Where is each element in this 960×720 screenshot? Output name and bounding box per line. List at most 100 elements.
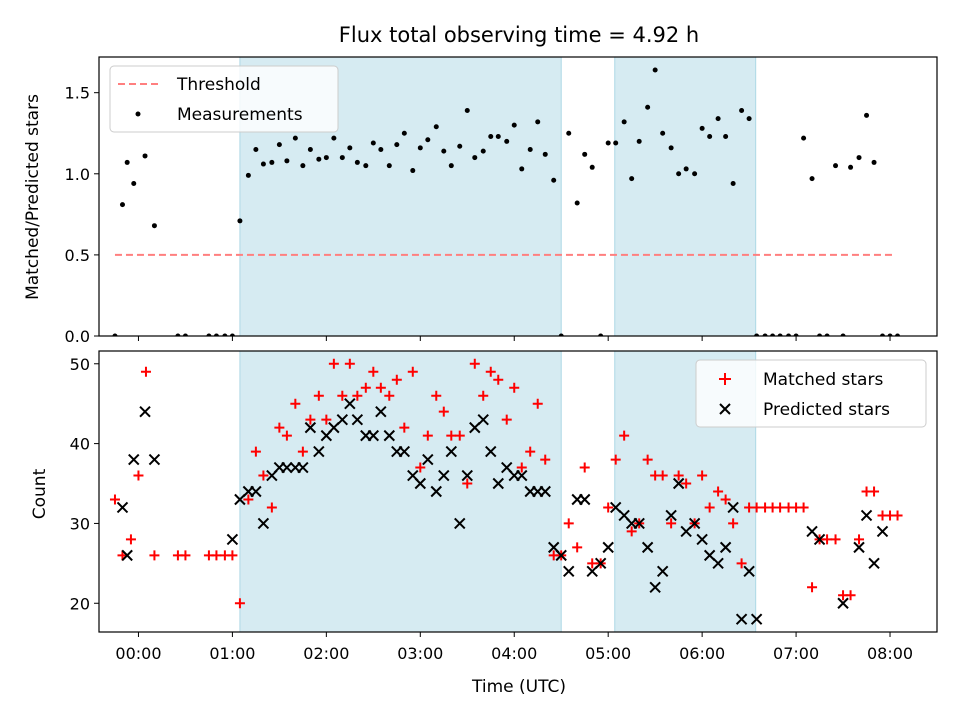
matched-stars-point xyxy=(516,462,527,473)
measurements-point xyxy=(645,104,651,110)
predicted-stars-point xyxy=(555,549,567,562)
x-tick-label: 07:00 xyxy=(773,644,819,663)
measurements-point xyxy=(542,151,548,157)
matched-stars-point xyxy=(109,494,120,505)
matched-stars-point xyxy=(540,454,551,465)
matched-stars-point xyxy=(626,526,637,537)
measurements-point xyxy=(175,333,181,336)
measurements-point xyxy=(401,130,407,136)
y-tick-label: 50 xyxy=(70,355,90,374)
measurements-point xyxy=(871,159,877,165)
predicted-stars-point xyxy=(313,445,325,458)
matched-stars-point xyxy=(360,382,371,393)
predicted-stars-point xyxy=(438,469,450,482)
predicted-stars-point xyxy=(727,501,739,514)
chart-title: Flux total observing time = 4.92 h xyxy=(339,23,699,47)
matched-stars-point xyxy=(830,534,841,545)
x-tick-label: 02:00 xyxy=(303,644,349,663)
measurements-point xyxy=(331,135,337,141)
matched-stars-point xyxy=(337,390,348,401)
predicted-stars-point xyxy=(688,517,701,530)
measurements-point xyxy=(206,333,212,336)
matched-stars-point xyxy=(579,462,590,473)
measurements-point xyxy=(363,163,369,169)
predicted-stars-point xyxy=(414,477,427,490)
measurements-point xyxy=(809,176,815,182)
matched-stars-point xyxy=(657,470,668,481)
matched-stars-point xyxy=(720,494,731,505)
measurements-point xyxy=(566,130,572,136)
measurements-point xyxy=(151,223,157,229)
matched-legend-swatch xyxy=(719,373,731,385)
measurements-point xyxy=(284,158,290,164)
predicted-stars-point xyxy=(750,613,763,625)
bottom-y-axis-label: Count xyxy=(30,468,50,519)
matched-stars-point xyxy=(563,518,574,529)
matched-stars-point xyxy=(619,430,630,441)
y-tick-label: 30 xyxy=(70,514,90,533)
predicted-stars-point xyxy=(641,541,654,554)
matched-stars-point xyxy=(854,534,865,545)
observing-window-1 xyxy=(239,351,562,632)
measurements-point xyxy=(229,333,235,336)
measurements-point xyxy=(786,333,792,336)
matched-stars-point xyxy=(391,374,402,385)
predicted-stars-point xyxy=(735,613,748,625)
measurements-point xyxy=(739,108,745,114)
measurements-point xyxy=(112,333,118,336)
predicted-stars-point xyxy=(121,549,133,562)
measurements-point xyxy=(504,138,510,144)
measurements-point xyxy=(425,137,431,143)
measurements-point xyxy=(119,202,125,208)
matched-stars-point xyxy=(290,398,301,409)
predicted-stars-point xyxy=(696,533,708,546)
matched-stars-point xyxy=(407,366,418,377)
measurements-point xyxy=(354,159,360,165)
predicted-stars-point xyxy=(351,413,364,426)
matched-stars-point xyxy=(697,470,708,481)
measurements-point xyxy=(292,135,298,141)
predicted-stars-point xyxy=(383,429,396,442)
predicted-stars-point xyxy=(853,541,865,554)
bottom-panel: 20 30 40 50 00:00 01:00 02:00 03:00 04:00 05:00 06… xyxy=(70,350,938,663)
matched-stars-point xyxy=(462,478,473,489)
measurements-point xyxy=(124,159,130,165)
predicted-stars-point xyxy=(876,525,889,538)
measurements-point xyxy=(856,155,862,161)
measurements-point xyxy=(574,200,580,206)
measurements-point xyxy=(880,333,886,336)
predicted-stars-point xyxy=(837,597,849,609)
measurements-point xyxy=(715,116,721,122)
measurements-point xyxy=(848,164,854,170)
measurements-legend-swatch xyxy=(135,111,141,117)
matched-stars-point xyxy=(454,430,465,441)
measurements-point xyxy=(754,333,760,336)
matched-stars-point xyxy=(274,422,285,433)
matched-stars-point xyxy=(438,406,449,417)
measurements-point xyxy=(558,333,564,336)
matched-stars-point xyxy=(149,550,160,561)
bottom-legend-frame xyxy=(695,359,927,428)
predicted-stars-point xyxy=(422,453,434,466)
measurements-point xyxy=(441,148,447,154)
matched-stars-point xyxy=(822,534,833,545)
predicted-stars-point xyxy=(139,405,151,418)
predicted-stars-point xyxy=(485,445,497,458)
matched-stars-point xyxy=(352,390,363,401)
matched-stars-point xyxy=(501,414,512,425)
predicted-stars-point xyxy=(492,477,504,490)
measurements-legend-label: Measurements xyxy=(177,105,303,125)
matched-stars-point xyxy=(751,502,762,513)
bottom-legend: Matched stars Predicted stars xyxy=(695,359,927,428)
measurements-point xyxy=(276,142,282,148)
measurements-point xyxy=(448,163,454,169)
matched-stars-point xyxy=(681,478,692,489)
predicted-stars-point xyxy=(578,493,591,506)
matched-stars-point xyxy=(728,518,739,529)
predicted-stars-point xyxy=(454,517,466,530)
measurements-point xyxy=(707,133,713,139)
measurements-point xyxy=(660,130,666,136)
matched-stars-point xyxy=(227,550,238,561)
matched-stars-point xyxy=(798,502,809,513)
matched-stars-point xyxy=(572,542,583,553)
